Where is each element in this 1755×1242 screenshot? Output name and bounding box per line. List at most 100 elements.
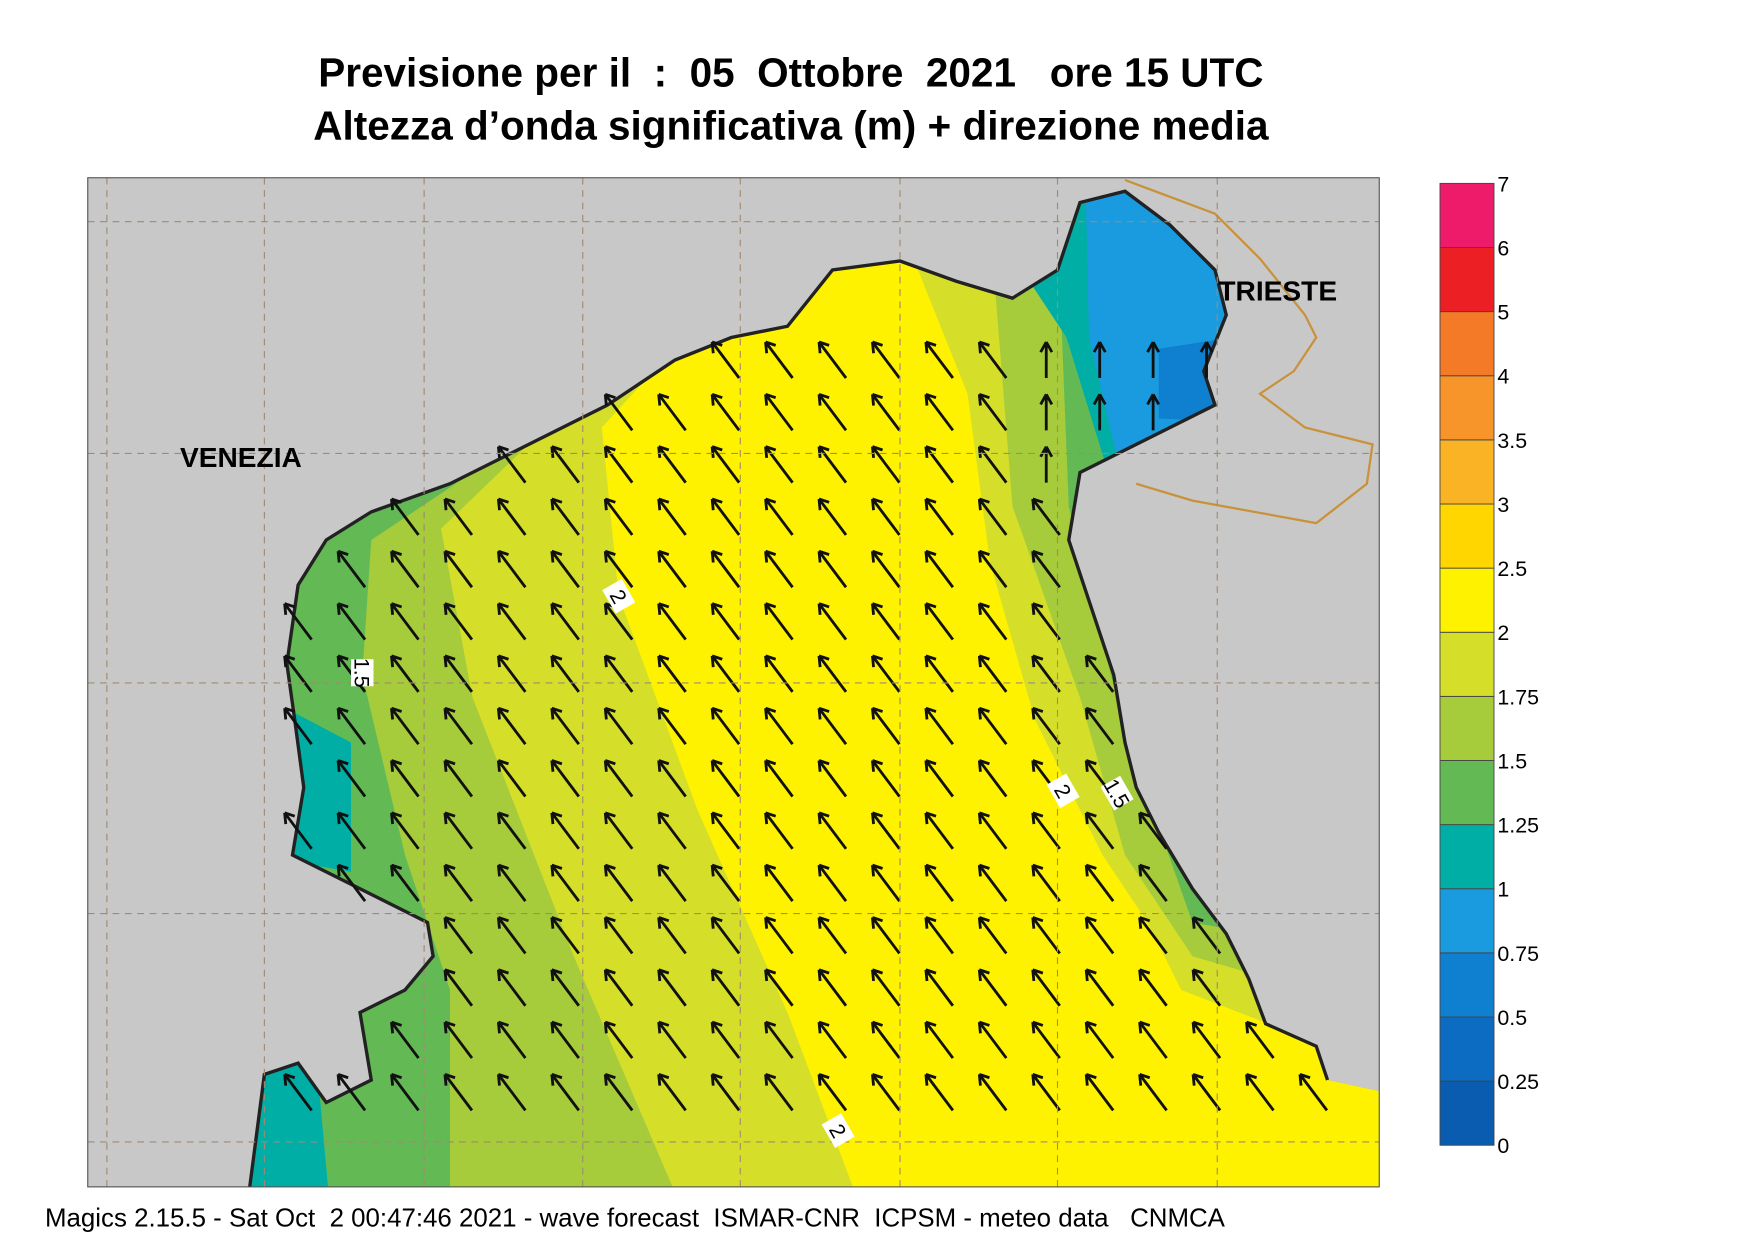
colorbar-label: 1 (1497, 878, 1509, 902)
arrow (764, 916, 794, 955)
colorbar-label: 1.25 (1497, 814, 1539, 838)
arrow (1039, 341, 1054, 378)
arrow (550, 1073, 580, 1112)
arrow (336, 811, 367, 850)
arrow (336, 759, 367, 798)
colorbar-label: 2.5 (1497, 557, 1527, 581)
arrow (871, 811, 901, 850)
arrow (924, 602, 954, 641)
arrow (817, 916, 848, 955)
arrow (764, 549, 794, 589)
arrow (390, 497, 420, 536)
arrow (924, 497, 954, 536)
colorbar-box (1439, 760, 1495, 826)
arrow (496, 654, 527, 693)
arrow (283, 1073, 313, 1112)
arrow (817, 549, 848, 589)
arrow (1031, 654, 1061, 693)
arrow (764, 811, 794, 850)
arrow (871, 916, 901, 955)
contour-labels: 21.52 1.52 (349, 578, 1134, 1148)
arrow (710, 968, 741, 1007)
arrow (657, 916, 687, 955)
arrow (1084, 916, 1115, 955)
arrow (443, 549, 474, 589)
arrow (1138, 863, 1168, 902)
arrow (336, 1073, 367, 1112)
arrow (871, 1073, 901, 1112)
colorbar-label: 5 (1497, 301, 1509, 325)
arrow (657, 549, 687, 589)
colorbar-box (1439, 952, 1495, 1018)
colorbar-label: 7 (1497, 172, 1509, 196)
graticule (87, 177, 1380, 1187)
arrow (550, 706, 580, 746)
arrow (443, 759, 474, 798)
arrow (443, 1073, 474, 1112)
arrow (603, 811, 634, 850)
arrow (390, 549, 420, 589)
arrow (764, 1020, 794, 1059)
arrow (1191, 1073, 1222, 1112)
contour-label-bg (1100, 775, 1134, 811)
arrow (764, 1073, 794, 1112)
arrow (1084, 811, 1115, 850)
arrow (924, 968, 954, 1007)
arrow (1031, 602, 1061, 641)
arrow (443, 706, 474, 746)
arrow (336, 602, 367, 641)
arrow (977, 706, 1008, 746)
colorbar-box (1439, 888, 1495, 954)
arrow (1039, 445, 1054, 483)
arrow (1191, 968, 1222, 1007)
arrow (443, 863, 474, 902)
arrow (764, 759, 794, 798)
arrow (710, 1020, 741, 1059)
arrow (871, 759, 901, 798)
arrow (1084, 654, 1115, 693)
arrow (924, 340, 954, 379)
arrow (1031, 497, 1061, 536)
arrow (764, 497, 794, 536)
arrow (871, 1020, 901, 1059)
arrow (1084, 1020, 1115, 1059)
arrow (1138, 968, 1168, 1007)
arrow (977, 549, 1008, 589)
arrow (817, 654, 848, 693)
arrow (496, 968, 527, 1007)
arrow (1146, 393, 1160, 431)
colorbar-box (1439, 1080, 1495, 1146)
arrow (871, 706, 901, 746)
colorbar-box (1439, 1016, 1495, 1082)
arrow (1191, 916, 1222, 955)
arrow (283, 811, 313, 850)
arrow (603, 497, 634, 536)
map: VENEZIA TRIESTE 21.52 1.52 (87, 177, 1380, 1187)
arrow (657, 811, 687, 850)
arrow (390, 602, 420, 641)
colorbar-label: 0.5 (1497, 1006, 1527, 1030)
arrow (710, 549, 741, 589)
title-line1: Previsione per il : 05 Ottobre 2021 ore … (318, 50, 1263, 96)
arrow (1084, 1073, 1115, 1112)
band (286, 708, 351, 872)
arrow (390, 1073, 420, 1112)
arrow (977, 863, 1008, 902)
arrow (924, 392, 954, 432)
arrow (603, 916, 634, 955)
arrow (603, 392, 634, 432)
arrow (977, 1073, 1008, 1112)
colorbar-label: 0.25 (1497, 1070, 1539, 1094)
arrow (924, 1020, 954, 1059)
arrow (817, 811, 848, 850)
arrow (817, 968, 848, 1007)
contour-label: 1.5 (349, 658, 373, 688)
arrow (871, 968, 901, 1007)
arrow (496, 1020, 527, 1059)
arrow (924, 916, 954, 955)
arrow (1031, 863, 1061, 902)
colorbar-label: 4 (1497, 365, 1509, 389)
arrow (924, 863, 954, 902)
arrow (1138, 1020, 1168, 1059)
